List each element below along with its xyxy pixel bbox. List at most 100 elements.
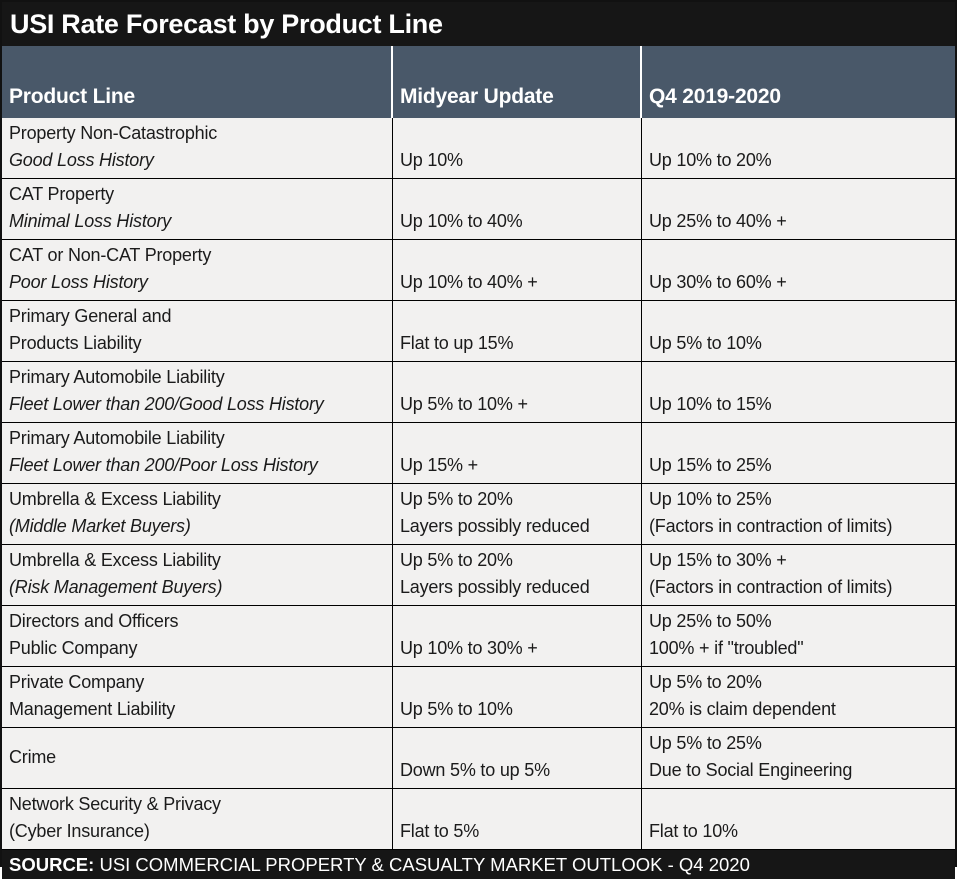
table-row-umbrella-middle-market: Umbrella & Excess Liability (Middle Mark… (2, 484, 955, 545)
product-subtext: Good Loss History (9, 150, 154, 170)
column-header-q4-2019-2020: Q4 2019-2020 (649, 85, 781, 108)
q4-cell: Up 30% to 60% + (642, 240, 955, 300)
table-row-cat-property: CAT Property Minimal Loss History Up 10%… (2, 179, 955, 240)
q4-cell: Up 15% to 30% + (Factors in contraction … (642, 545, 955, 605)
table-row-cat-or-non-cat-property: CAT or Non-CAT Property Poor Loss Histor… (2, 240, 955, 301)
product-subtext: Fleet Lower than 200/Poor Loss History (9, 455, 318, 475)
midyear-value: Down 5% to up 5% (400, 760, 550, 780)
q4-value: Up 10% to 20% (649, 150, 772, 170)
midyear-cell: Up 5% to 10% (393, 667, 642, 727)
q4-note: (Factors in contraction of limits) (649, 516, 893, 536)
product-cell: Network Security & Privacy (Cyber Insura… (2, 789, 393, 849)
product-subtext: Minimal Loss History (9, 211, 172, 231)
midyear-value: Up 10% (400, 150, 463, 170)
product-cell: CAT or Non-CAT Property Poor Loss Histor… (2, 240, 393, 300)
midyear-value: Up 15% + (400, 455, 478, 475)
product-subtext: Poor Loss History (9, 272, 148, 292)
product-cell: CAT Property Minimal Loss History (2, 179, 393, 239)
midyear-cell: Up 15% + (393, 423, 642, 483)
q4-value: Up 15% to 25% (649, 455, 772, 475)
q4-cell: Up 25% to 40% + (642, 179, 955, 239)
q4-value: Up 5% to 20% (649, 672, 762, 692)
product-name: Network Security & Privacy (9, 794, 221, 814)
product-cell: Property Non-Catastrophic Good Loss Hist… (2, 118, 393, 178)
midyear-cell: Up 10% to 30% + (393, 606, 642, 666)
product-subtext: Fleet Lower than 200/Good Loss History (9, 394, 324, 414)
midyear-cell: Down 5% to up 5% (393, 728, 642, 788)
q4-note: Due to Social Engineering (649, 760, 853, 780)
midyear-cell: Flat to up 15% (393, 301, 642, 361)
product-name: Primary General and (9, 306, 172, 326)
q4-note: (Factors in contraction of limits) (649, 577, 893, 597)
q4-cell: Up 15% to 25% (642, 423, 955, 483)
product-name: Primary Automobile Liability (9, 367, 225, 387)
midyear-cell: Up 5% to 20% Layers possibly reduced (393, 545, 642, 605)
q4-value: Up 30% to 60% + (649, 272, 787, 292)
product-name: CAT or Non-CAT Property (9, 245, 212, 265)
midyear-cell: Flat to 5% (393, 789, 642, 849)
product-subtext: (Risk Management Buyers) (9, 577, 223, 597)
q4-cell: Up 10% to 25% (Factors in contraction of… (642, 484, 955, 544)
product-cell: Crime (2, 728, 393, 788)
midyear-value: Flat to up 15% (400, 333, 514, 353)
q4-value: Up 15% to 30% + (649, 550, 787, 570)
table-row-umbrella-risk-management: Umbrella & Excess Liability (Risk Manage… (2, 545, 955, 606)
q4-value: Up 10% to 25% (649, 489, 772, 509)
product-name: Private Company (9, 672, 145, 692)
midyear-value: Up 5% to 20% (400, 550, 513, 570)
table-row-property-non-catastrophic: Property Non-Catastrophic Good Loss Hist… (2, 118, 955, 179)
q4-value: Up 25% to 40% + (649, 211, 787, 231)
table-row-primary-general-products-liability: Primary General and Products Liability F… (2, 301, 955, 362)
source-bar: SOURCE: USI COMMERCIAL PROPERTY & CASUAL… (2, 850, 955, 879)
product-subtext: (Middle Market Buyers) (9, 516, 191, 536)
midyear-cell: Up 10% to 40% (393, 179, 642, 239)
q4-value: Flat to 10% (649, 821, 738, 841)
table-row-directors-and-officers: Directors and Officers Public Company Up… (2, 606, 955, 667)
q4-cell: Up 10% to 20% (642, 118, 955, 178)
midyear-value: Flat to 5% (400, 821, 480, 841)
q4-cell: Up 5% to 20% 20% is claim dependent (642, 667, 955, 727)
table-row-private-company-management-liability: Private Company Management Liability Up … (2, 667, 955, 728)
midyear-cell: Up 5% to 20% Layers possibly reduced (393, 484, 642, 544)
table-body: Property Non-Catastrophic Good Loss Hist… (2, 118, 955, 850)
q4-cell: Up 10% to 15% (642, 362, 955, 422)
q4-value: Up 5% to 25% (649, 733, 762, 753)
product-name: Umbrella & Excess Liability (9, 489, 221, 509)
q4-value: Up 25% to 50% (649, 611, 772, 631)
product-subtext: Products Liability (9, 333, 142, 353)
product-name: Crime (9, 746, 56, 767)
column-header-midyear-update: Midyear Update (393, 46, 642, 118)
q4-cell: Up 5% to 10% (642, 301, 955, 361)
midyear-value: Up 5% to 10% + (400, 394, 528, 414)
product-cell: Umbrella & Excess Liability (Risk Manage… (2, 545, 393, 605)
product-name: Property Non-Catastrophic (9, 123, 218, 143)
product-cell: Primary Automobile Liability Fleet Lower… (2, 423, 393, 483)
midyear-value: Up 5% to 10% (400, 699, 513, 719)
q4-value: Up 10% to 15% (649, 394, 772, 414)
product-name: Directors and Officers (9, 611, 179, 631)
product-subtext: (Cyber Insurance) (9, 821, 150, 841)
table-header-row: Product Line Midyear Update Q4 2019-2020 (2, 46, 955, 118)
product-cell: Primary General and Products Liability (2, 301, 393, 361)
table-row-primary-auto-poor-loss: Primary Automobile Liability Fleet Lower… (2, 423, 955, 484)
midyear-cell: Up 5% to 10% + (393, 362, 642, 422)
product-name: Umbrella & Excess Liability (9, 550, 221, 570)
product-cell: Directors and Officers Public Company (2, 606, 393, 666)
midyear-value: Up 5% to 20% (400, 489, 513, 509)
source-label: SOURCE: (9, 853, 95, 875)
midyear-value: Up 10% to 40% (400, 211, 523, 231)
column-header-product-line: Product Line (2, 46, 393, 118)
q4-value: Up 5% to 10% (649, 333, 762, 353)
midyear-value: Up 10% to 40% + (400, 272, 538, 292)
q4-cell: Flat to 10% (642, 789, 955, 849)
product-cell: Umbrella & Excess Liability (Middle Mark… (2, 484, 393, 544)
q4-note: 20% is claim dependent (649, 699, 836, 719)
midyear-value: Up 10% to 30% + (400, 638, 538, 658)
midyear-note: Layers possibly reduced (400, 516, 590, 536)
table-row-network-security-privacy: Network Security & Privacy (Cyber Insura… (2, 789, 955, 850)
midyear-cell: Up 10% to 40% + (393, 240, 642, 300)
q4-cell: Up 5% to 25% Due to Social Engineering (642, 728, 955, 788)
product-name: CAT Property (9, 184, 114, 204)
table-row-primary-auto-good-loss: Primary Automobile Liability Fleet Lower… (2, 362, 955, 423)
